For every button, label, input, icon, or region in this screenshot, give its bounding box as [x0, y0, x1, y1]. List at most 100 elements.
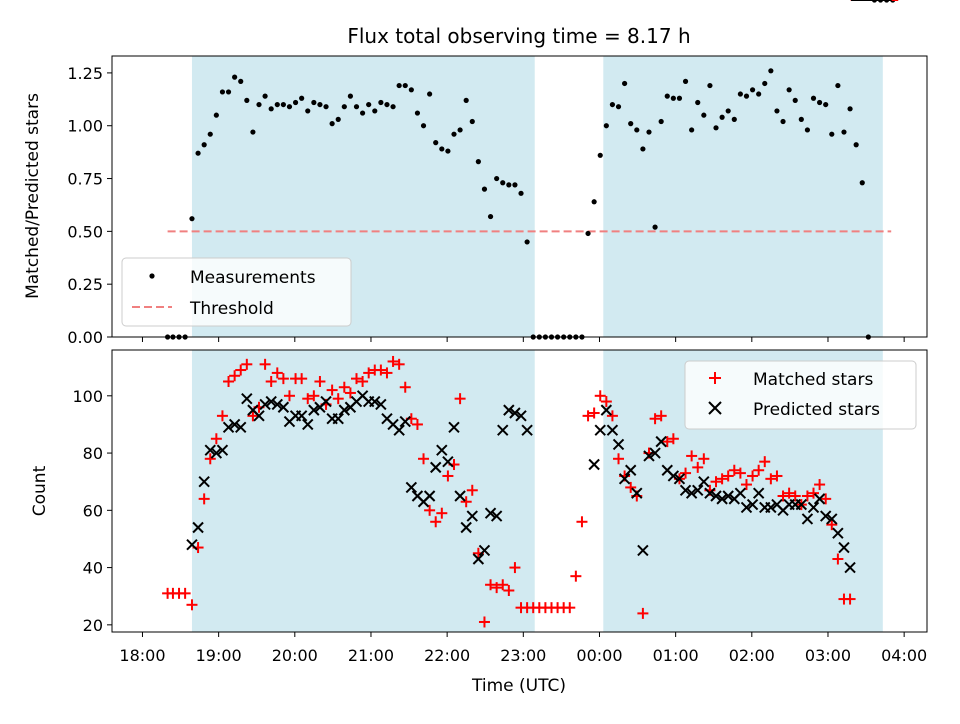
matched-stars-point [308, 390, 320, 402]
predicted-stars-point [600, 404, 613, 416]
measurement-point [469, 118, 475, 125]
ratio-legend: Measurements Threshold [121, 257, 352, 327]
measurement-point [347, 93, 354, 99]
measurement-point [487, 213, 494, 220]
predicted-stars-point [685, 487, 698, 499]
measurement-point [707, 82, 713, 89]
matched-stars-point [789, 490, 801, 502]
measurement-point [731, 116, 737, 122]
measurement-point [433, 140, 439, 146]
matched-stars-point [265, 375, 277, 387]
measurement-point [640, 146, 646, 152]
measurement-point [451, 131, 457, 137]
matched-stars-point [223, 375, 235, 387]
predicted-stars-point [478, 544, 491, 557]
measurement-point [244, 97, 250, 103]
measurement-point [524, 239, 530, 245]
matched-stars-point [241, 358, 253, 370]
measurement-point [500, 180, 506, 186]
measurement-point [737, 91, 743, 97]
matched-stars-point [381, 367, 393, 379]
measurement-point [701, 112, 707, 118]
measurement-point [810, 95, 817, 101]
measurement-point [414, 110, 421, 116]
predicted-stars-point [253, 410, 265, 422]
y-tick-label: 60 [83, 501, 103, 520]
matched-stars-point [271, 367, 283, 379]
y-tick-label: 0.50 [67, 222, 103, 241]
matched-stars-point [832, 553, 844, 565]
matched-stars-point [728, 464, 740, 476]
matched-stars-point [588, 407, 600, 419]
measurement-point [439, 146, 445, 152]
matched-stars-point [814, 479, 826, 491]
legend-measurements-marker [149, 273, 155, 279]
matched-stars-point [801, 490, 813, 502]
predicted-stars-point [222, 421, 235, 434]
predicted-stars-point [198, 475, 210, 488]
measurement-point [201, 142, 207, 148]
predicted-stars-point [667, 470, 680, 482]
matched-stars-point [424, 504, 436, 516]
measurement-point [219, 89, 226, 95]
x-tick-label: 03:00 [805, 646, 851, 665]
count-panel-frame [111, 349, 928, 633]
x-tick-label: 01:00 [653, 646, 699, 665]
measurement-point [494, 175, 500, 182]
x-tick-label: 02:00 [729, 646, 775, 665]
matched-stars-point [698, 453, 710, 465]
measurement-point [853, 142, 859, 148]
predicted-stars-point [405, 481, 418, 494]
matched-stars-point [216, 410, 228, 422]
measurement-point [481, 186, 488, 192]
x-tick-label: 04:00 [881, 646, 927, 665]
matched-stars-point [692, 461, 704, 473]
matched-stars-point [509, 562, 521, 574]
count-panel: 20 40 60 80 100 18:00 19:00 20:00 21:00 22:00 23:… [30, 0, 928, 696]
measurement-point [676, 95, 683, 101]
matched-stars-point [466, 484, 478, 496]
matched-stars-point [667, 433, 679, 445]
measurement-point [597, 152, 603, 158]
measurement-point [195, 150, 201, 156]
ratio-panel: 0.00 0.25 0.50 0.75 1.00 1.25 Matched/Predict… [23, 0, 928, 347]
matched-stars-point [594, 390, 606, 402]
predicted-stars-point [655, 435, 667, 448]
measurement-point [652, 224, 658, 230]
predicted-stars-point [710, 490, 722, 502]
measurement-point [628, 121, 634, 127]
predicted-stars-point [448, 421, 460, 434]
measurement-point [353, 104, 360, 110]
matched-stars-point [277, 373, 289, 385]
ratio-y-axis-label: Matched/Predicted stars [23, 93, 43, 299]
measurement-point [396, 82, 402, 89]
y-tick-label: 20 [83, 616, 103, 635]
predicted-stars-point [490, 510, 503, 522]
measurement-point [658, 118, 664, 125]
measurement-point [768, 68, 774, 74]
measurement-point [591, 199, 597, 205]
matched-stars-point [198, 493, 210, 505]
matched-stars-point [491, 582, 503, 594]
predicted-stars-point [308, 404, 320, 416]
predicted-stars-point [442, 455, 454, 468]
ratio-legend-box [121, 257, 352, 327]
predicted-stars-point [521, 424, 533, 436]
matched-stars-point [649, 413, 661, 425]
predicted-stars-point [606, 424, 619, 436]
chart-title: Flux total observing time = 8.17 h [347, 24, 690, 48]
matched-stars-point [600, 396, 612, 408]
measurement-point [262, 93, 268, 99]
legend-predicted-label: Predicted stars [753, 400, 880, 420]
predicted-stars-point [819, 510, 832, 522]
matched-stars-point [478, 616, 490, 628]
matched-stars-point [740, 479, 752, 491]
predicted-stars-point [801, 513, 814, 525]
x-tick-label: 18:00 [119, 646, 165, 665]
measurement-point [213, 112, 219, 118]
count-y-axis-label: Count [30, 465, 50, 516]
matched-stars-point [375, 364, 387, 376]
matched-stars-point [338, 381, 350, 393]
matched-stars-point [570, 570, 582, 582]
